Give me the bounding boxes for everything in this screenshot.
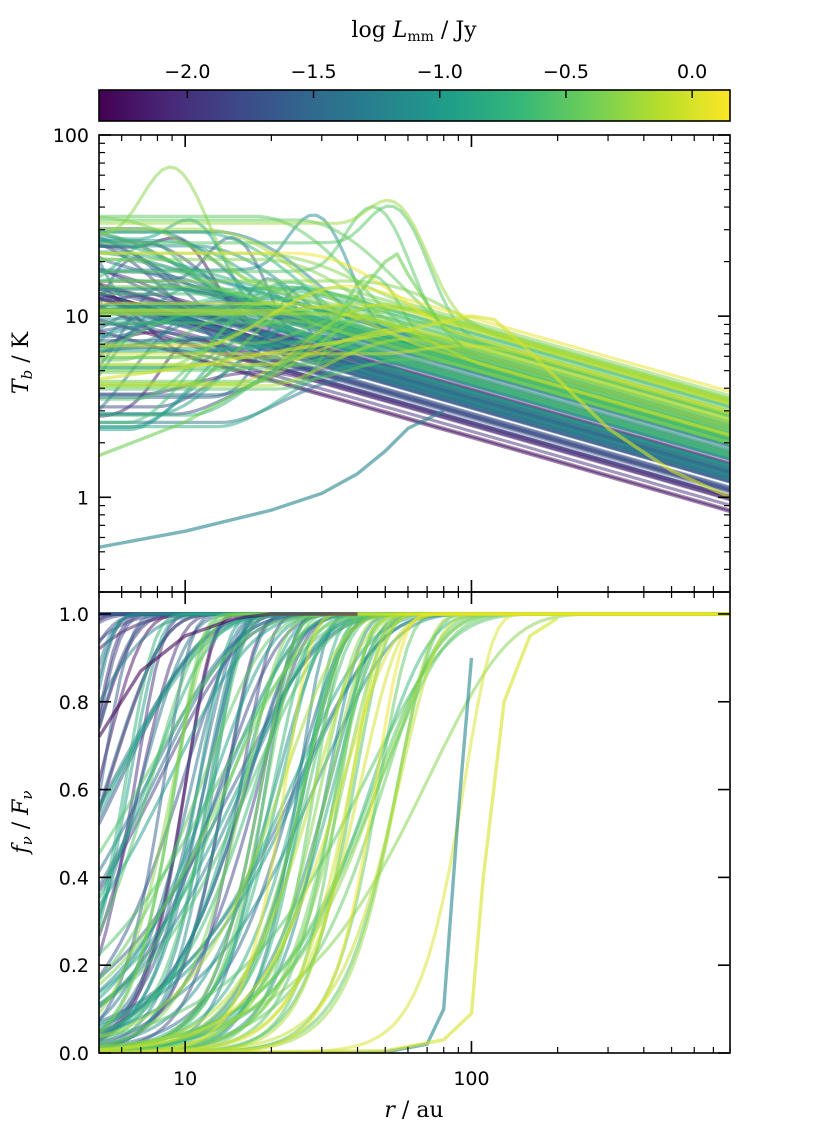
temperature-profile-line <box>99 337 730 429</box>
axis-tick-label: 0.0 <box>59 1043 89 1065</box>
colorbar-label: log Lmm / Jy <box>351 18 477 45</box>
bottom-ticks: 10 100 1.0 0.8 0.6 0.4 0.2 0.0 <box>59 592 731 1090</box>
temperature-profile-line <box>99 319 730 445</box>
top-ylabel: Tb / K <box>9 331 36 394</box>
axis-tick-label: 1.0 <box>59 604 89 626</box>
bottom-curves <box>99 612 730 1053</box>
colorbar-tick-label: −1.5 <box>290 61 336 83</box>
temperature-profile-line <box>99 251 730 413</box>
colorbar: log Lmm / Jy −2.0 −1.5 −1.0 −0.5 0.0 <box>98 18 731 122</box>
temperature-profile-line <box>99 409 445 549</box>
temperature-profile-line <box>99 363 730 468</box>
axis-tick-label: 100 <box>453 1068 489 1090</box>
colorbar-tick-label: 0.0 <box>677 61 707 83</box>
temperature-profile-line <box>99 302 730 402</box>
axis-tick-label: 0.4 <box>59 867 89 889</box>
axis-tick-label: 0.2 <box>59 955 89 977</box>
colorbar-tick-label: −1.0 <box>417 61 463 83</box>
top-ticks: 100 10 1 <box>53 125 731 593</box>
axis-tick-label: 10 <box>173 1068 197 1090</box>
colorbar-ticks: −2.0 −1.5 −1.0 −0.5 0.0 <box>164 61 707 98</box>
temperature-profile-line <box>99 301 730 437</box>
top-panel: 100 10 1 Tb / K <box>9 125 731 593</box>
bottom-xlabel: r / au <box>384 1098 443 1123</box>
temperature-profile-line <box>99 257 730 431</box>
colorbar-gradient <box>98 89 731 122</box>
temperature-profile-line <box>99 259 730 481</box>
axis-tick-label: 0.6 <box>59 780 89 802</box>
temperature-profile-line <box>99 303 730 406</box>
cumulative-flux-line <box>99 616 559 1053</box>
temperature-profile-line <box>99 284 730 394</box>
bottom-panel: 10 100 1.0 0.8 0.6 0.4 0.2 0.0 fν / Fν r / au <box>9 591 731 1123</box>
temperature-profile-line <box>99 198 730 404</box>
axis-tick-label: 1 <box>77 487 89 509</box>
axis-tick-label: 100 <box>53 125 89 147</box>
bottom-ylabel: fν / Fν <box>9 790 36 855</box>
temperature-profile-line <box>99 344 730 416</box>
temperature-profile-line <box>99 314 730 499</box>
cumulative-flux-line <box>99 612 358 738</box>
bottom-axes-frame <box>98 591 731 1054</box>
top-curves <box>99 165 730 549</box>
temperature-profile-line <box>99 335 730 478</box>
colorbar-tick-label: −2.0 <box>164 61 210 83</box>
temperature-profile-line <box>99 307 730 483</box>
axis-tick-label: 0.8 <box>59 692 89 714</box>
axis-tick-label: 10 <box>65 306 89 328</box>
colorbar-tick-label: −0.5 <box>543 61 589 83</box>
temperature-profile-line <box>99 306 730 440</box>
temperature-profile-line <box>99 277 730 474</box>
temperature-profile-line <box>99 345 730 507</box>
temperature-profile-line <box>99 252 473 458</box>
